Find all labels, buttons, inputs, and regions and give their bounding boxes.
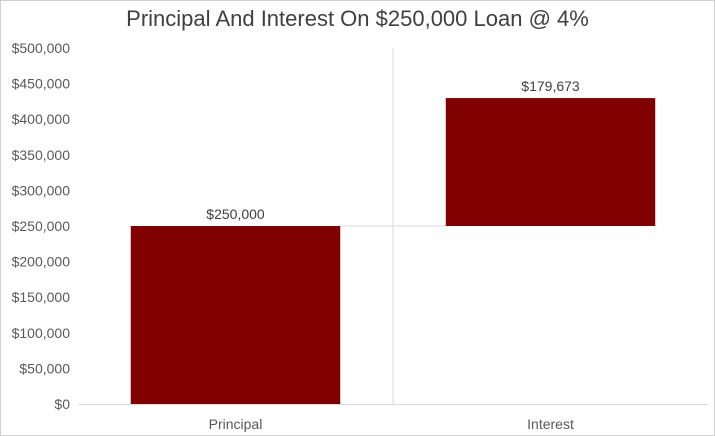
chart-title: Principal And Interest On $250,000 Loan … (126, 6, 589, 31)
bar-interest[interactable] (445, 98, 656, 226)
data-label-interest: $179,673 (521, 78, 580, 94)
x-tick-label: Interest (527, 416, 574, 432)
bar-principal[interactable] (130, 226, 341, 404)
y-tick-label: $250,000 (12, 218, 71, 234)
y-tick-label: $150,000 (12, 289, 71, 305)
y-tick-label: $100,000 (12, 325, 71, 341)
y-tick-label: $350,000 (12, 147, 71, 163)
y-tick-label: $50,000 (19, 360, 70, 376)
y-tick-label: $450,000 (12, 76, 71, 92)
y-tick-label: $300,000 (12, 182, 71, 198)
y-tick-label: $0 (54, 396, 70, 412)
y-tick-label: $500,000 (12, 40, 71, 56)
data-labels: $250,000 $179,673 (206, 78, 580, 222)
y-tick-label: $200,000 (12, 254, 71, 270)
y-axis-labels: $0 $50,000 $100,000 $150,000 $200,000 $250,00… (12, 40, 71, 412)
chart-bars (130, 98, 656, 404)
chart-axes (78, 48, 708, 405)
x-axis-labels: Principal Interest (209, 416, 574, 432)
x-tick-label: Principal (209, 416, 263, 432)
data-label-principal: $250,000 (206, 206, 265, 222)
y-tick-label: $400,000 (12, 111, 71, 127)
